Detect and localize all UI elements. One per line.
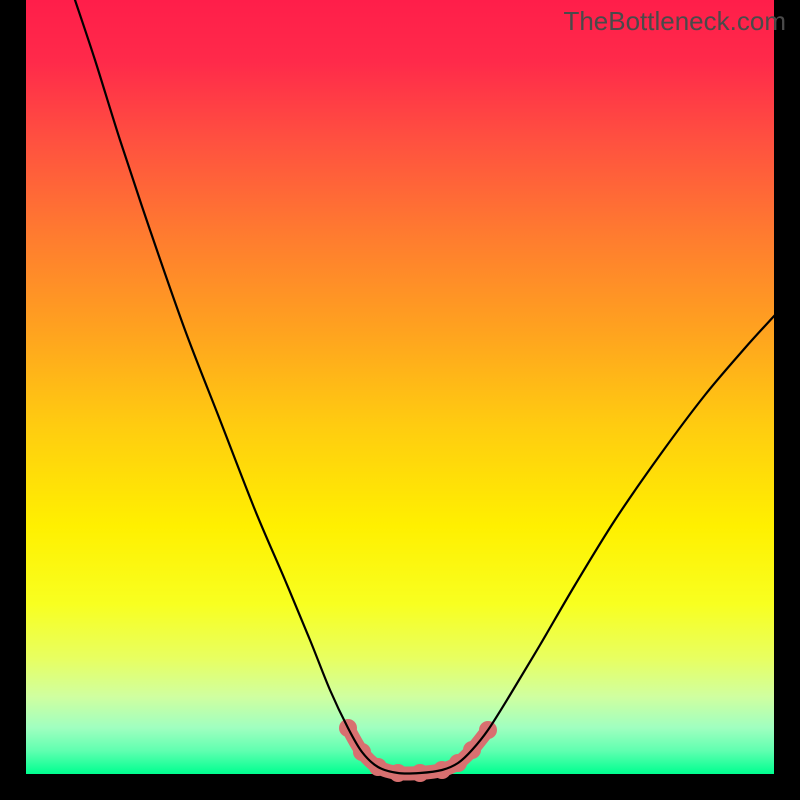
bottleneck-chart: TheBottleneck.com [0,0,800,800]
chart-svg [0,0,800,800]
watermark-text: TheBottleneck.com [563,6,786,37]
plot-background [26,0,774,774]
